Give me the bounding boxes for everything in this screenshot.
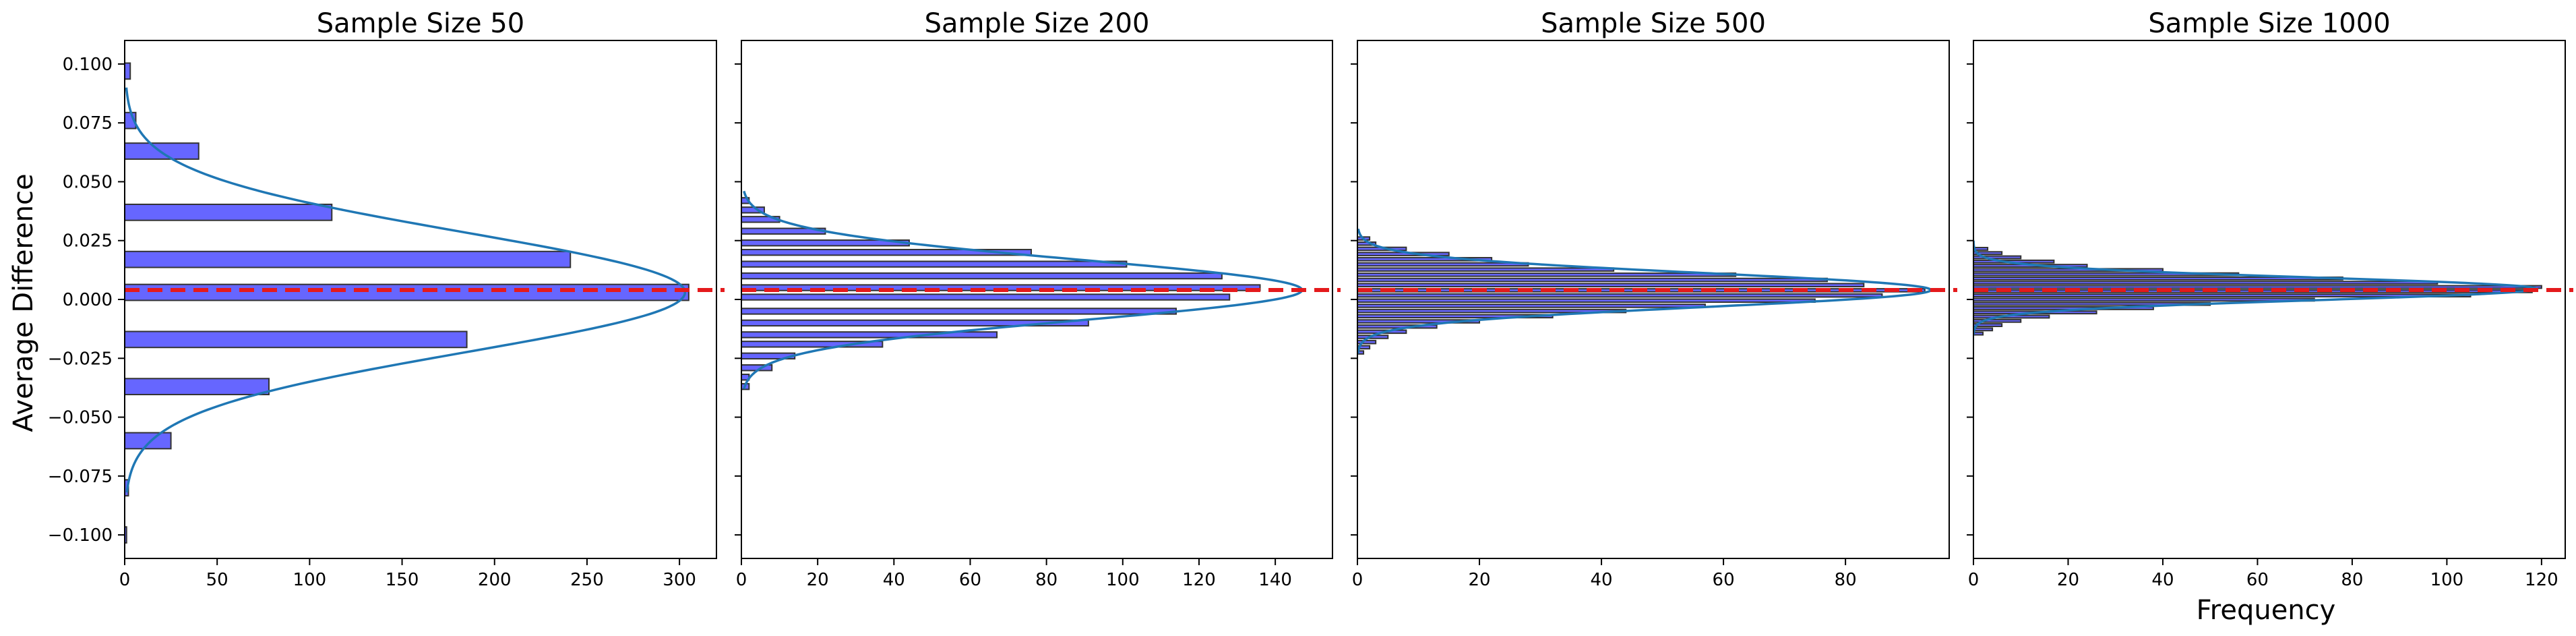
histogram-bar	[1357, 283, 1865, 287]
kde-curve	[1357, 228, 1932, 354]
x-tick-label: 100	[293, 570, 327, 590]
x-tick-label: 40	[1591, 570, 1613, 590]
y-tick-label: −0.100	[48, 525, 113, 546]
x-tick-label: 250	[570, 570, 604, 590]
panel-1: Sample Size 50 0 50 100 150 200 250 300 −0.100 −0…	[48, 8, 725, 590]
x-tick-label: 150	[386, 570, 419, 590]
histogram-bar	[741, 331, 998, 339]
x-tick-label: 80	[2341, 570, 2363, 590]
y-tick-label: −0.050	[48, 408, 113, 428]
x-tick-label: 0	[1968, 570, 1980, 590]
histogram-bar	[1973, 318, 2022, 323]
x-tick-label: 300	[663, 570, 696, 590]
x-tick-label: 100	[1106, 570, 1140, 590]
histogram-bar	[1357, 267, 1615, 272]
x-tick-label: 60	[1713, 570, 1735, 590]
panel-title: Sample Size 200	[925, 8, 1150, 39]
histogram-bar	[125, 378, 270, 396]
x-tick-label: 100	[2430, 570, 2464, 590]
histogram-bar	[1973, 323, 2003, 327]
histogram-bar	[741, 341, 884, 348]
x-tick-label: 60	[2246, 570, 2269, 590]
histogram-bar	[1973, 247, 1989, 251]
histogram-bar	[741, 272, 1223, 280]
x-tick-label: 50	[206, 570, 228, 590]
y-tick-label: 0.100	[63, 55, 113, 75]
histogram-bar	[1973, 297, 2315, 302]
histogram-bar	[1357, 345, 1371, 350]
histogram-bar	[1357, 350, 1365, 355]
histogram-bar	[741, 319, 1089, 327]
histogram-bar	[1357, 303, 1706, 308]
kde-curve	[1973, 240, 2539, 335]
x-tick-label: 120	[2525, 570, 2558, 590]
x-tick-label: 80	[1835, 570, 1857, 590]
panel-title: Sample Size 1000	[2148, 8, 2390, 39]
x-tick-label: 40	[2151, 570, 2174, 590]
y-tick-label: 0.075	[63, 113, 113, 134]
histogram-bar	[125, 250, 572, 268]
histogram-bar	[1357, 298, 1816, 303]
x-tick-label: 120	[1182, 570, 1216, 590]
histogram-bar	[125, 203, 333, 221]
histogram-bar	[1357, 339, 1377, 345]
panel-2: Sample Size 200 0 20 40 60 80 100 120 140	[735, 8, 1341, 590]
panel-title: Sample Size 500	[1541, 8, 1766, 39]
plot-area	[1973, 240, 2542, 336]
x-tick-label: 200	[478, 570, 512, 590]
histogram-bar	[1973, 251, 2003, 256]
histogram-bar	[125, 283, 689, 301]
x-tick-label: 0	[736, 570, 747, 590]
histogram-bar	[125, 526, 127, 544]
histogram-bar	[1357, 272, 1737, 277]
histogram-bar	[1973, 285, 2542, 289]
plot-area	[1357, 228, 1932, 355]
panel-title: Sample Size 50	[317, 8, 524, 39]
histogram-bar	[1357, 277, 1828, 283]
histogram-bar	[741, 308, 1177, 315]
x-tick-label: 0	[1352, 570, 1363, 590]
panel-3: Sample Size 500 0 20 40 60 80	[1351, 8, 1957, 590]
histogram-bar	[1973, 331, 1984, 336]
x-tick-label: 0	[119, 570, 131, 590]
histogram-bar	[125, 432, 172, 450]
histogram-bar	[1973, 255, 2022, 260]
histogram-bar	[741, 260, 1128, 268]
x-tick-label: 20	[2057, 570, 2079, 590]
x-tick-label: 20	[1468, 570, 1490, 590]
y-tick-label: 0.025	[63, 231, 113, 252]
y-tick-label: 0.000	[63, 290, 113, 310]
plot-area	[125, 62, 689, 544]
x-axis-label: Frequency	[2197, 595, 2336, 626]
plot-area	[741, 190, 1304, 391]
panel-4: Sample Size 1000 0 20 40 60 80 100 120	[1967, 8, 2573, 590]
histogram-bar	[1357, 319, 1481, 324]
x-tick-label: 60	[959, 570, 981, 590]
histogram-bar	[1357, 257, 1493, 262]
histogram-bar	[1357, 293, 1883, 298]
x-tick-label: 20	[807, 570, 829, 590]
histogram-bar	[1973, 281, 2439, 285]
y-tick-label: −0.075	[48, 467, 113, 487]
histogram-bar	[1973, 268, 2164, 272]
x-tick-label: 80	[1035, 570, 1057, 590]
histogram-bar	[1973, 327, 1994, 332]
histogram-bar	[125, 62, 131, 80]
y-tick-label: −0.025	[48, 349, 113, 369]
histogram-bar	[125, 330, 468, 349]
x-tick-label: 40	[883, 570, 905, 590]
histogram-bar	[741, 248, 1033, 256]
y-tick-label: 0.050	[63, 172, 113, 192]
histogram-bar	[1357, 262, 1529, 267]
histogram-bar	[1357, 314, 1554, 319]
x-tick-label: 140	[1258, 570, 1292, 590]
histogram-bar	[741, 293, 1231, 301]
y-axis-label: Average Difference	[8, 173, 39, 432]
